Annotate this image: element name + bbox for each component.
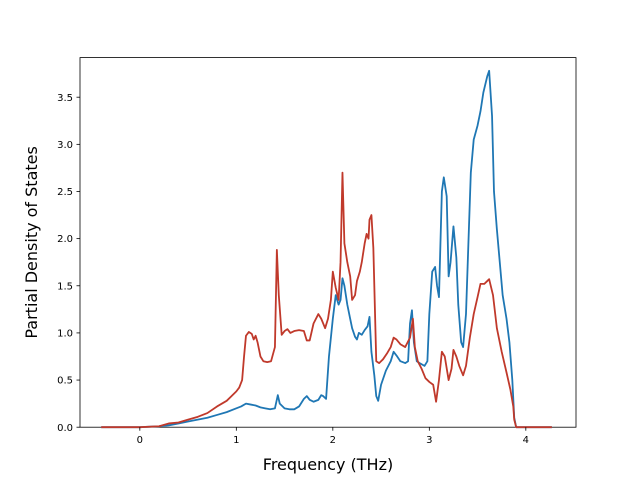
- series-layer: [101, 69, 552, 429]
- series-line-2: [101, 171, 552, 429]
- y-tick-label: 3.5: [57, 93, 73, 104]
- y-tick-label: 0.0: [57, 423, 73, 434]
- y-tick-label: 1.0: [57, 329, 73, 340]
- x-tick-label: 4: [523, 435, 529, 446]
- y-tick-label: 3.0: [57, 140, 73, 151]
- y-tick-label: 1.5: [57, 281, 73, 292]
- x-axis-label: Frequency (THz): [263, 455, 393, 474]
- y-tick-label: 0.5: [57, 376, 73, 387]
- y-axis: 0.0 0.5 1.0 1.5 2.0 2.5 3.0 3.5: [57, 93, 80, 434]
- plot-area-frame: [79, 57, 577, 428]
- y-tick-label: 2.5: [57, 187, 73, 198]
- x-axis: 0 1 2 3 4: [137, 427, 529, 446]
- y-axis-label: Partial Density of States: [22, 146, 41, 338]
- series-line-1: [101, 69, 552, 429]
- x-tick-label: 1: [233, 435, 239, 446]
- x-tick-label: 2: [330, 435, 336, 446]
- x-tick-label: 0: [137, 435, 143, 446]
- x-tick-label: 3: [426, 435, 432, 446]
- y-tick-label: 2.0: [57, 234, 73, 245]
